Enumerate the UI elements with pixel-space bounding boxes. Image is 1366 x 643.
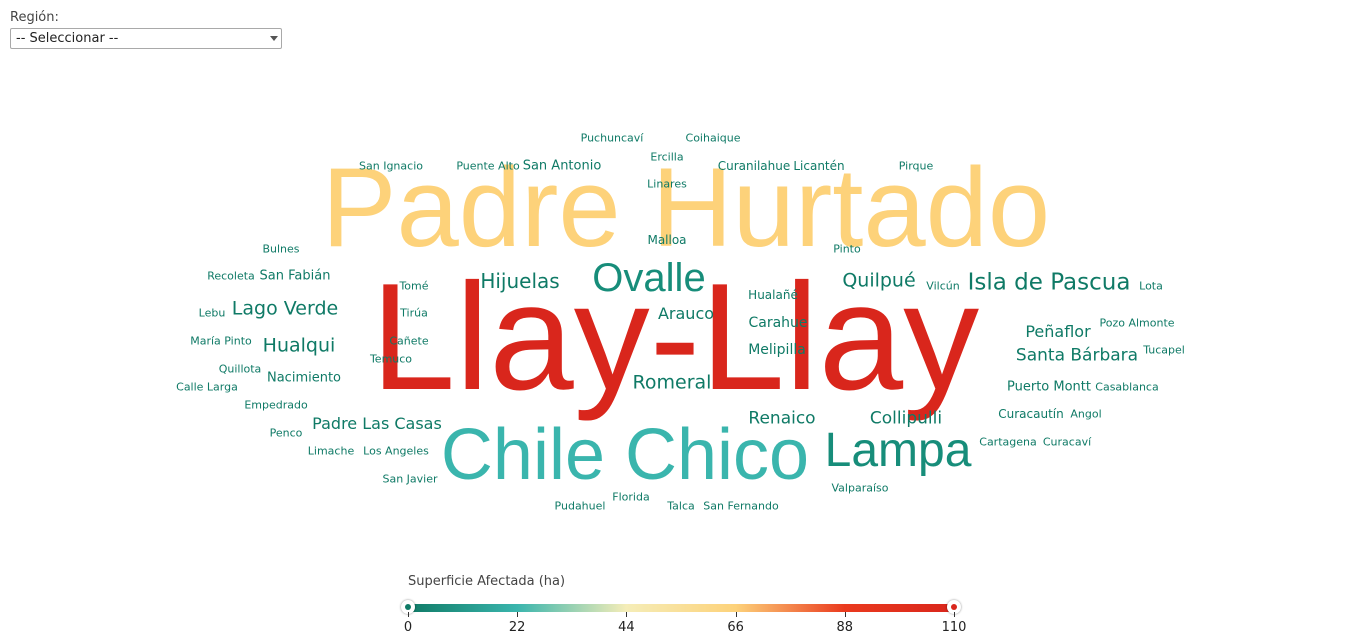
word-nacimiento[interactable]: Nacimiento <box>266 370 342 386</box>
word-maria-pinto[interactable]: María Pinto <box>190 334 252 348</box>
word-hualane[interactable]: Hualañé <box>748 288 798 302</box>
word-tome[interactable]: Tomé <box>399 279 429 293</box>
handle-min-dot <box>405 604 411 610</box>
word-melipilla[interactable]: Melipilla <box>748 342 806 358</box>
word-padre-hurtado[interactable]: Padre Hurtado <box>321 145 1051 270</box>
region-filter: Región: -- Seleccionar -- <box>10 10 282 49</box>
word-quilpue[interactable]: Quilpué <box>842 269 916 292</box>
word-puchuncavi[interactable]: Puchuncaví <box>580 131 644 145</box>
word-cartagena[interactable]: Cartagena <box>979 435 1037 449</box>
word-chile-chico[interactable]: Chile Chico <box>440 415 810 495</box>
word-hijuelas[interactable]: Hijuelas <box>480 269 560 293</box>
word-puente-alto[interactable]: Puente Alto <box>456 159 520 173</box>
word-arauco[interactable]: Arauco <box>657 304 715 323</box>
word-lebu[interactable]: Lebu <box>198 306 226 320</box>
word-limache[interactable]: Limache <box>307 444 355 458</box>
color-legend: Superficie Afectada (ha) 0 22 44 66 88 110 <box>400 574 967 640</box>
word-san-antonio[interactable]: San Antonio <box>522 158 602 174</box>
word-lago-verde[interactable]: Lago Verde <box>231 297 339 320</box>
legend-tick-mark <box>954 612 955 617</box>
word-san-javier[interactable]: San Javier <box>382 472 438 486</box>
region-select-value: -- Seleccionar -- <box>16 31 119 46</box>
word-pozo-almonte[interactable]: Pozo Almonte <box>1099 316 1175 330</box>
word-empedrado[interactable]: Empedrado <box>244 398 308 412</box>
word-lota[interactable]: Lota <box>1139 279 1163 293</box>
word-recoleta[interactable]: Recoleta <box>207 269 255 283</box>
word-tucapel[interactable]: Tucapel <box>1143 343 1185 357</box>
word-renaico[interactable]: Renaico <box>748 408 816 429</box>
word-ercilla[interactable]: Ercilla <box>650 150 684 164</box>
word-padre-las-casas[interactable]: Padre Las Casas <box>312 414 442 433</box>
handle-max-dot <box>951 604 957 610</box>
legend-tick-label: 66 <box>727 620 744 635</box>
word-pirque[interactable]: Pirque <box>898 159 934 173</box>
chevron-down-icon <box>270 36 278 41</box>
legend-tick-mark <box>735 612 737 617</box>
word-penco[interactable]: Penco <box>269 426 303 440</box>
word-pudahuel[interactable]: Pudahuel <box>554 499 606 513</box>
word-malloa[interactable]: Malloa <box>647 233 687 247</box>
legend-tick-mark <box>517 612 519 617</box>
word-talca[interactable]: Talca <box>667 499 695 513</box>
word-casablanca[interactable]: Casablanca <box>1095 380 1159 394</box>
word-collipulli[interactable]: Collipulli <box>869 408 943 429</box>
word-curanilahue[interactable]: Curanilahue <box>717 159 791 173</box>
word-curacavi[interactable]: Curacaví <box>1042 435 1092 449</box>
region-label: Región: <box>10 10 59 25</box>
word-san-ignacio[interactable]: San Ignacio <box>359 159 423 173</box>
legend-tick-label: 0 <box>403 620 413 635</box>
word-san-fernando[interactable]: San Fernando <box>703 499 779 513</box>
word-penaflor[interactable]: Peñaflor <box>1025 322 1091 341</box>
word-lampa[interactable]: Lampa <box>824 424 972 477</box>
word-coihaique[interactable]: Coihaique <box>685 131 741 145</box>
word-temuco[interactable]: Temuco <box>369 352 413 366</box>
word-florida[interactable]: Florida <box>612 490 650 504</box>
legend-tick-mark <box>844 612 846 617</box>
legend-tick-label: 88 <box>836 620 854 635</box>
word-tirua[interactable]: Tirúa <box>400 306 428 320</box>
word-calle-larga[interactable]: Calle Larga <box>176 380 238 394</box>
word-isla-de-pascua[interactable]: Isla de Pascua <box>967 269 1131 296</box>
word-angol[interactable]: Angol <box>1070 407 1102 421</box>
word-san-fabian[interactable]: San Fabián <box>259 268 331 284</box>
word-cloud: Padre Hurtado Llay-Llay Chile Chico Lampa Ov… <box>176 131 1185 513</box>
word-canete[interactable]: Cañete <box>389 334 429 348</box>
word-vilcun[interactable]: Vilcún <box>926 279 960 293</box>
word-puerto-montt[interactable]: Puerto Montt <box>1007 379 1091 395</box>
legend-title: Superficie Afectada (ha) <box>408 574 566 589</box>
legend-tick-mark <box>626 612 628 617</box>
word-quillota[interactable]: Quillota <box>218 362 262 376</box>
word-curacautin[interactable]: Curacautín <box>998 407 1064 421</box>
word-bulnes[interactable]: Bulnes <box>262 242 300 256</box>
legend-tick-label: 110 <box>941 620 967 635</box>
word-llay-llay[interactable]: Llay-Llay <box>370 252 980 422</box>
word-carahue[interactable]: Carahue <box>748 315 808 331</box>
word-licanten[interactable]: Licantén <box>793 159 845 173</box>
word-los-angeles[interactable]: Los Angeles <box>363 444 429 458</box>
word-pinto[interactable]: Pinto <box>833 242 861 256</box>
word-hualqui[interactable]: Hualqui <box>262 334 336 357</box>
legend-tick-mark <box>408 612 409 617</box>
legend-gradient-bar <box>408 604 954 612</box>
legend-max-handle[interactable] <box>947 600 961 614</box>
legend-tick-label: 44 <box>618 620 635 635</box>
word-linares[interactable]: Linares <box>647 177 687 191</box>
word-ovalle[interactable]: Ovalle <box>592 256 706 300</box>
word-romeral[interactable]: Romeral <box>632 371 712 394</box>
region-select[interactable]: -- Seleccionar -- <box>10 28 282 49</box>
legend-min-handle[interactable] <box>401 600 415 614</box>
legend-tick-label: 22 <box>508 620 526 635</box>
word-santa-barbara[interactable]: Santa Bárbara <box>1015 345 1139 366</box>
word-valparaiso[interactable]: Valparaíso <box>831 481 889 495</box>
